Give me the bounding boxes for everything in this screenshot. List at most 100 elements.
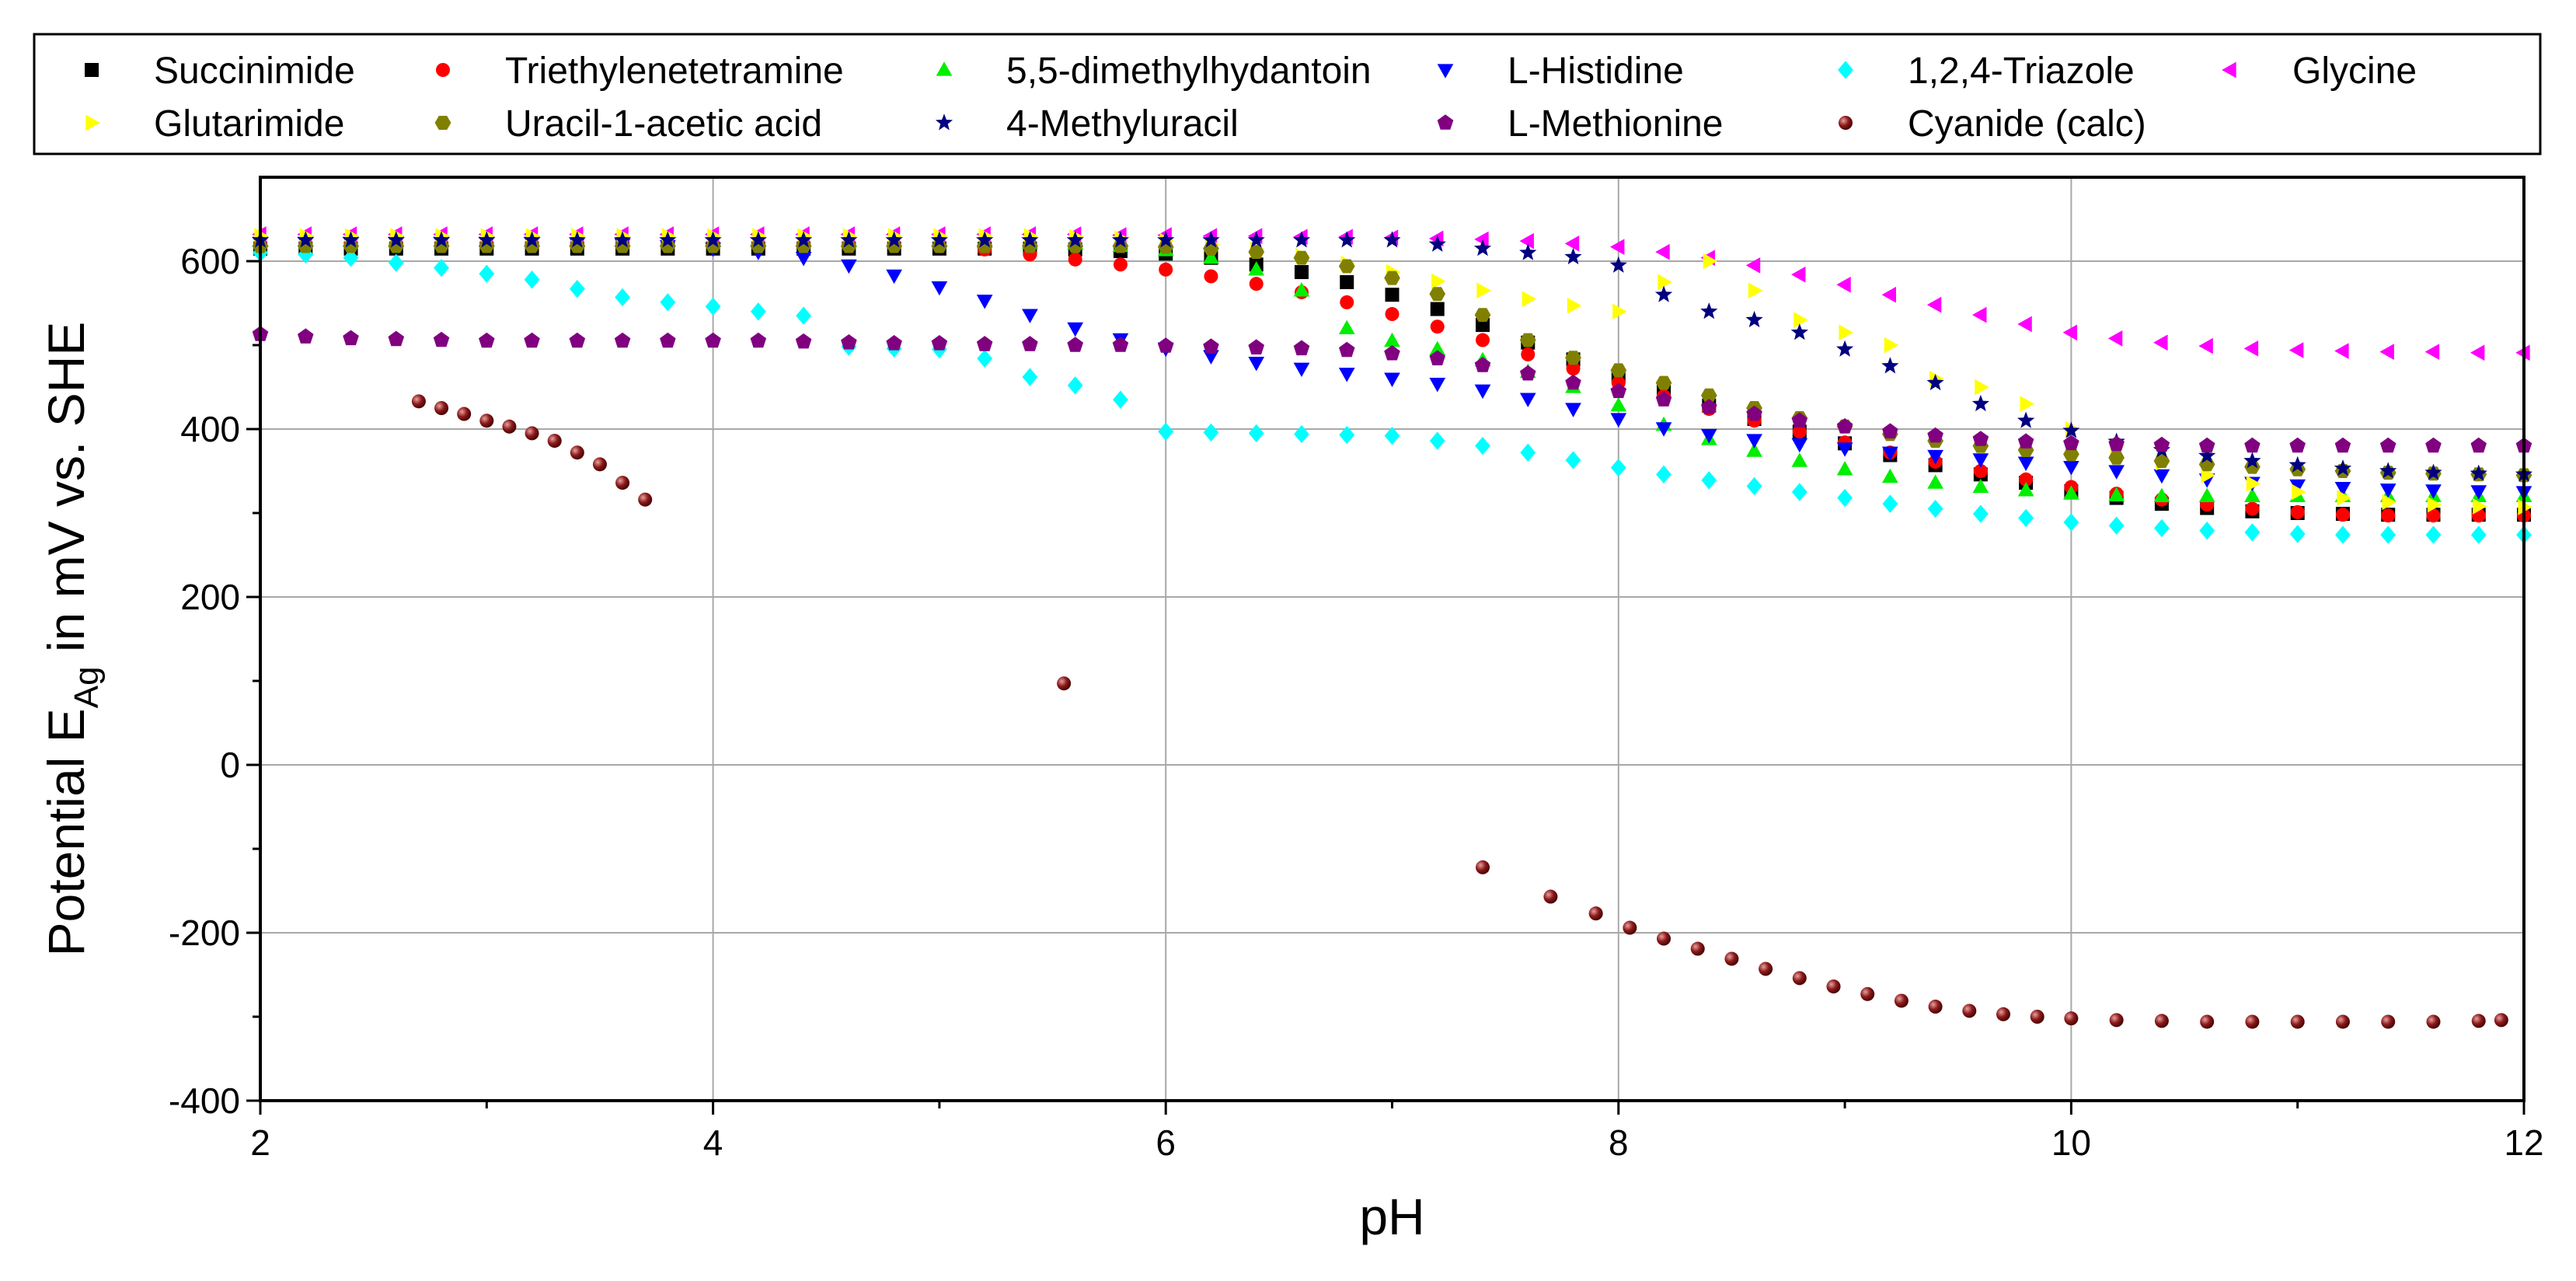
data-point-1-2-4-triazole (1837, 488, 1853, 508)
y-tick-label: -400 (169, 1080, 240, 1121)
data-point-4-methyluracil (1021, 231, 1039, 248)
data-point-l-methionine (1339, 341, 1355, 358)
data-point-cyanide-calc (2290, 1014, 2305, 1029)
data-point-glutarimide (2292, 483, 2306, 501)
data-point-cyanide-calc (434, 401, 449, 415)
data-point-glutarimide (1567, 297, 1582, 314)
data-point-triethylenetetramine (1385, 307, 1400, 322)
data-point-1-2-4-triazole (796, 306, 812, 325)
data-point-l-methionine (1655, 391, 1672, 407)
data-point-triethylenetetramine (1430, 319, 1445, 334)
data-point-glutarimide (1884, 337, 1899, 354)
data-point-l-histidine (976, 295, 993, 309)
data-point-4-methyluracil (2243, 452, 2261, 469)
data-point-1-2-4-triazole (2335, 525, 2351, 544)
data-point-1-2-4-triazole (1022, 368, 1038, 386)
data-point-l-histidine (931, 281, 948, 296)
data-point-1-2-4-triazole (1656, 465, 1671, 484)
data-point-4-methyluracil (1836, 340, 1854, 357)
data-point-cyanide-calc (2109, 1013, 2124, 1028)
data-point-l-histidine (2108, 465, 2125, 480)
data-point-cyanide-calc (1928, 1000, 1943, 1014)
series-4-methyluracil (251, 231, 2533, 482)
data-point-l-methionine (2379, 437, 2396, 453)
data-point-cyanide-calc (1759, 962, 1773, 976)
data-point-4-methyluracil (1338, 231, 1356, 248)
data-point-l-histidine (1338, 368, 1355, 382)
data-point-l-methionine (1293, 340, 1310, 356)
series-cyanide-calc (411, 394, 2508, 1029)
legend-marker (1437, 64, 1454, 79)
data-point-triethylenetetramine (1340, 295, 1354, 309)
data-point-4-methyluracil (1609, 256, 1627, 273)
data-point-succinimide (1385, 288, 1400, 302)
data-point-4-methyluracil (2424, 463, 2442, 480)
data-point-uracil-1-acetic-acid (660, 239, 676, 253)
data-point-glycine (2379, 344, 2394, 360)
data-point-triethylenetetramine (2290, 504, 2305, 519)
data-point-l-histidine (2379, 483, 2396, 498)
x-tick-label: 12 (2504, 1122, 2543, 1163)
data-point-uracil-1-acetic-acid (433, 239, 450, 253)
data-point-5-5-dimethylhydantoin (2017, 482, 2034, 497)
data-point-5-5-dimethylhydantoin (1882, 468, 1898, 483)
data-point-1-2-4-triazole (1791, 483, 1807, 501)
data-point-l-histidine (2289, 479, 2306, 494)
y-tick-label: 200 (180, 577, 240, 617)
data-point-cyanide-calc (1826, 979, 1841, 994)
data-point-1-2-4-triazole (2380, 525, 2396, 544)
data-point-l-methionine (2470, 437, 2487, 453)
data-point-l-methionine (1882, 423, 1898, 438)
legend-item-cyanide-calc: Cyanide (calc) (1839, 103, 2146, 145)
data-point-cyanide-calc (592, 457, 607, 472)
data-point-1-2-4-triazole (2199, 521, 2215, 540)
data-point-cyanide-calc (2426, 1014, 2441, 1029)
data-point-5-5-dimethylhydantoin (2244, 487, 2261, 503)
data-point-l-methionine (524, 332, 540, 348)
data-point-4-methyluracil (614, 231, 632, 248)
data-point-l-methionine (1203, 338, 1219, 354)
data-point-5-5-dimethylhydantoin (2063, 485, 2079, 500)
data-point-cyanide-calc (1690, 941, 1705, 956)
legend-marker (1839, 116, 1853, 130)
data-point-1-2-4-triazole (1565, 451, 1581, 469)
data-point-4-methyluracil (1111, 231, 1130, 248)
legend-marker (2222, 61, 2236, 79)
data-point-glutarimide (1975, 379, 1989, 396)
data-point-l-methionine (2244, 437, 2261, 453)
legend-item-triethylenetetramine: Triethylenetetramine (436, 51, 844, 92)
data-point-glutarimide (2427, 496, 2442, 513)
data-point-glutarimide (1839, 324, 1853, 341)
data-point-glutarimide (1522, 291, 1537, 307)
data-point-glycine (2424, 344, 2440, 360)
y-axis-label: Potential EAg in mV vs. SHE (37, 322, 106, 957)
data-point-triethylenetetramine (1973, 464, 1988, 478)
data-point-l-histidine (2334, 481, 2351, 497)
data-point-triethylenetetramine (1521, 347, 1535, 361)
data-point-glycine (2198, 337, 2213, 354)
x-tick-label: 10 (2051, 1122, 2091, 1163)
data-point-4-methyluracil (1247, 231, 1265, 248)
data-point-cyanide-calc (525, 426, 539, 441)
data-point-4-methyluracil (2470, 464, 2487, 481)
legend-label: 1,2,4-Triazole (1908, 51, 2135, 92)
data-point-uracil-1-acetic-acid (1655, 375, 1672, 390)
data-point-succinimide (1430, 302, 1445, 316)
data-point-4-methyluracil (1473, 239, 1492, 257)
data-point-triethylenetetramine (1476, 333, 1490, 347)
data-point-5-5-dimethylhydantoin (1338, 319, 1355, 335)
data-point-uracil-1-acetic-acid (1293, 250, 1310, 265)
data-point-triethylenetetramine (2019, 472, 2034, 487)
data-point-1-2-4-triazole (1113, 390, 1128, 409)
data-point-l-methionine (1384, 345, 1400, 361)
legend-label: 5,5-dimethylhydantoin (1006, 51, 1372, 92)
data-point-uracil-1-acetic-acid (1384, 271, 1400, 285)
data-point-glycine (2243, 340, 2259, 357)
data-point-4-methyluracil (840, 231, 858, 248)
data-point-1-2-4-triazole (1158, 422, 1174, 441)
data-point-glutarimide (1793, 312, 1808, 328)
data-point-uracil-1-acetic-acid (297, 239, 314, 253)
data-point-l-methionine (388, 330, 405, 347)
data-point-4-methyluracil (704, 231, 722, 248)
data-point-glycine (2107, 330, 2123, 347)
